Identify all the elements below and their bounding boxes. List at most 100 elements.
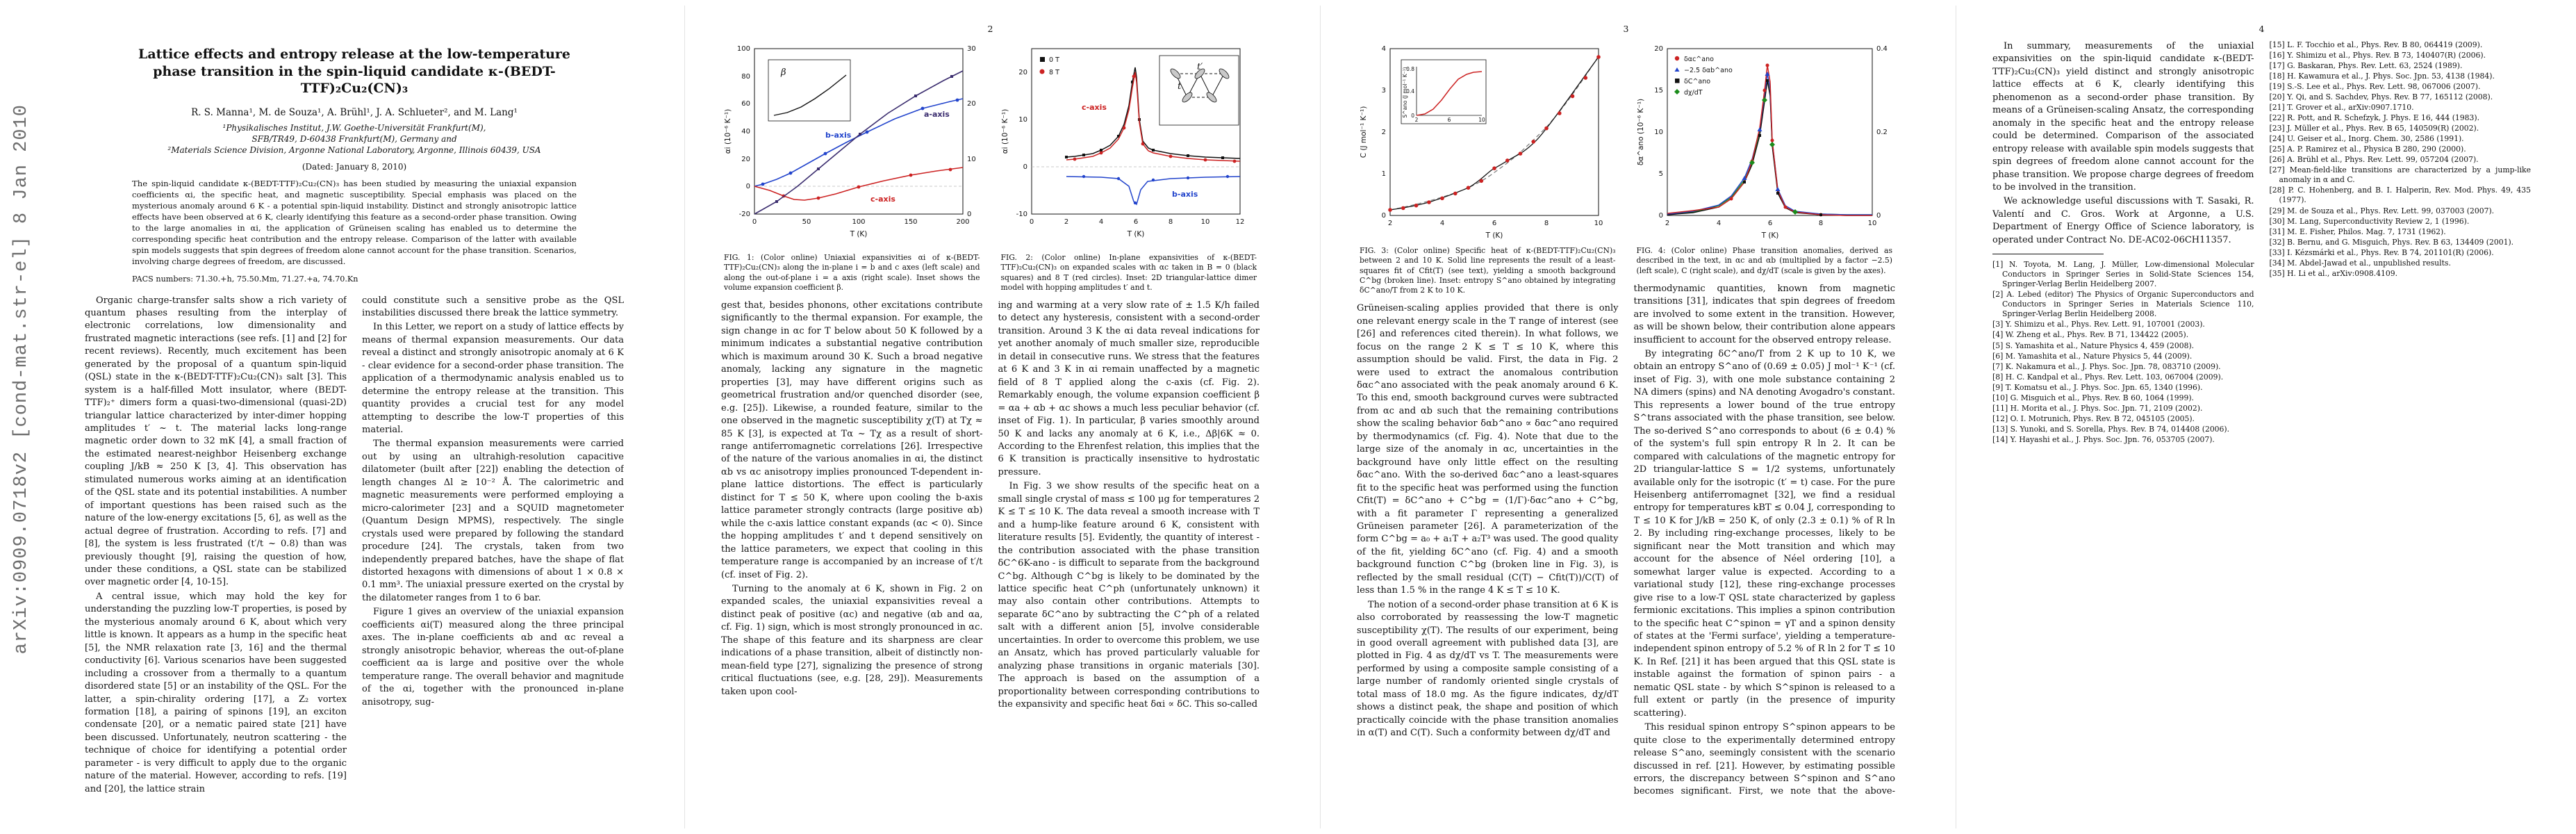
page4-column-2: [15] L. F. Tocchio et al., Phys. Rev. B …: [2270, 40, 2532, 799]
page-2: 2 -20 0 20 40 60 80 100 0: [684, 6, 1296, 828]
page3-column-2: 0 5 10 15 20 0 0.2 0.4 2 4 6 8: [1634, 40, 1896, 799]
reference-item: [14] Y. Hayashi et al., J. Phys. Soc. Jp…: [1992, 434, 2215, 444]
series-b-axis: [1066, 176, 1240, 206]
axis-tick: 10: [1200, 218, 1209, 226]
figure-1-caption: FIG. 1: (Color online) Uniaxial expansiv…: [724, 253, 980, 292]
deltaAlphaB-markers: [1742, 72, 1780, 191]
fig1-inset-volume-expansion: β: [768, 59, 851, 122]
inset-tick: 2: [1415, 117, 1419, 123]
axis-tick: 4: [1440, 220, 1444, 227]
paragraph: By integrating δC^ano/T from 2 K up to 1…: [1633, 349, 1896, 719]
series-deltaC: [1667, 80, 1872, 216]
figure-3-caption: FIG. 3: (Color online) Specific heat of …: [1360, 246, 1616, 295]
series-a-markers: [775, 75, 953, 203]
acknowledgments-paragraph: We acknowledge useful discussions with T…: [1992, 196, 2254, 245]
inset-tick: 0.4: [1406, 88, 1414, 95]
hopping-tprime-label: t′: [1197, 62, 1203, 72]
pacs-numbers: PACS numbers: 71.30.+h, 75.50.Mm, 71.27.…: [132, 274, 358, 284]
axis-tick: 20: [967, 100, 976, 108]
hopping-t-label: t: [1178, 81, 1182, 92]
figure-4: 0 5 10 15 20 0 0.2 0.4 2 4 6 8: [1634, 40, 1896, 276]
reference-item: [16] Y. Shimizu et al., Phys. Rev. B 73,…: [2269, 51, 2486, 60]
figure-4-caption: FIG. 4: (Color online) Phase transition …: [1636, 246, 1893, 275]
inset-beta-label: β: [780, 67, 786, 78]
affiliation-2: SFB/TR49, D-60438 Frankfurt(M), Germany …: [251, 134, 457, 145]
axis-tick: 10: [1654, 129, 1663, 136]
fig4-legend: δαc^ano −2.5 δαb^ano δC^ano dχ/dT: [1674, 56, 1733, 97]
x-axis-label: T (K): [1126, 230, 1144, 238]
reference-item: [10] G. Misguich et al., Phys. Rev. B 60…: [1992, 393, 2194, 402]
reference-item: [2] A. Lebed (editor) The Physics of Org…: [1992, 290, 2254, 319]
axis-tick: 5: [1658, 170, 1662, 178]
axis-tick: 2: [1064, 218, 1068, 226]
series-b-axis: [754, 98, 964, 187]
paragraph: Turning to the anomaly at 6 K, shown in …: [721, 583, 983, 697]
fig3-inset-entropy: 0 0.4 0.8 2 6 10 S^ano (J mol⁻¹ K⁻¹): [1401, 59, 1487, 124]
legend-item: dχ/dT: [1684, 89, 1703, 97]
abstract: The spin-liquid candidate κ-(BEDT-TTF)₂C…: [132, 178, 577, 266]
reference-item: [9] T. Komatsu et al., J. Phys. Soc. Jpn…: [1992, 382, 2203, 392]
axis-tick: 15: [1654, 87, 1663, 95]
page-number: 4: [2259, 24, 2265, 34]
y-axis-label: αi (10⁻⁶ K⁻¹): [1001, 109, 1009, 154]
x-axis-label: T (K): [1760, 231, 1778, 240]
left-y-axis-label: δα^ano (10⁻⁶ K⁻¹): [1637, 99, 1645, 165]
axis-tick: 0: [1029, 218, 1033, 226]
figure-3-plot: 0 1 2 3 4 2 4 6 8 10: [1360, 45, 1603, 240]
paper-title: Lattice effects and entropy release at t…: [138, 47, 571, 97]
axis-tick: 10: [967, 156, 976, 163]
axis-tick: 0: [1658, 212, 1662, 220]
x-axis-label: T (K): [1485, 231, 1503, 240]
page1-column-2: could constitute such a sensitive probe …: [362, 295, 624, 834]
paragraph: The notion of a second-order phase trans…: [1357, 599, 1619, 739]
inset-tick: 6: [1448, 117, 1451, 123]
axis-tick: 8: [1168, 218, 1172, 226]
paragraph: Organic charge-transfer salts show a ric…: [85, 295, 347, 588]
reference-item: [26] A. Brühl et al., Phys. Rev. Lett. 9…: [2269, 155, 2479, 165]
page-number: 3: [1623, 24, 1629, 34]
reference-item: [13] S. Yunoki, and S. Sorella, Phys. Re…: [1992, 424, 2230, 434]
deltaAlphaC-markers: [1729, 63, 1822, 217]
affiliation-3: ²Materials Science Division, Argonne Nat…: [167, 145, 541, 156]
axis-tick: 0: [1382, 212, 1386, 220]
figure-4-plot: 0 5 10 15 20 0 0.2 0.4 2 4 6 8: [1637, 45, 1888, 240]
reference-item: [32] B. Bernu, and G. Misguich, Phys. Re…: [2269, 237, 2514, 247]
axis-tick: -10: [1016, 211, 1027, 218]
axis-tick: 20: [741, 156, 750, 163]
paragraph: ing and warming at a very slow rate of ±…: [998, 300, 1260, 477]
a-axis-label: a-axis: [924, 110, 950, 119]
axis-tick: 0: [1023, 163, 1027, 171]
specific-heat-data: [1388, 55, 1601, 212]
axis-tick: 1: [1382, 170, 1386, 178]
axis-tick: 0.4: [1876, 45, 1888, 53]
figure-1: -20 0 20 40 60 80 100 0 10 20 30 0: [721, 40, 983, 293]
fig2-inset-lattice: t t′: [1159, 55, 1239, 126]
page-1: Lattice effects and entropy release at t…: [49, 6, 660, 828]
reference-item: [4] W. Zheng et al., Phys. Rev. B 71, 13…: [1992, 330, 2189, 340]
legend-item: δαc^ano: [1684, 56, 1714, 63]
legend-item: −2.5 δαb^ano: [1684, 67, 1733, 74]
inset-tick: 0: [1411, 113, 1414, 119]
b-axis-label: b-axis: [825, 131, 852, 140]
inset-tick: 10: [1478, 117, 1485, 123]
reference-item: [3] Y. Shimizu et al., Phys. Rev. Lett. …: [1992, 320, 2205, 329]
page4-column-1: In summary, measurements of the uniaxial…: [1992, 40, 2254, 799]
reference-item: [23] J. Müller et al., Phys. Rev. B 65, …: [2269, 124, 2479, 133]
page-3: 3 0 1 2 3 4 2 4 6 8: [1320, 6, 1931, 828]
axis-tick: 0: [967, 211, 971, 218]
author-list: R. S. Manna¹, M. de Souza¹, A. Brühl¹, J…: [191, 107, 518, 119]
axis-tick: 30: [967, 45, 976, 53]
axis-tick: 0: [1876, 212, 1881, 220]
dchidT-markers: [1749, 97, 1798, 215]
axis-tick: 2: [1665, 220, 1669, 227]
axis-tick: 100: [852, 218, 865, 226]
summary-paragraph: In summary, measurements of the uniaxial…: [1992, 41, 2254, 193]
paragraph: thermodynamic quantities, known from mag…: [1633, 283, 1896, 345]
reference-item: [12] O. I. Motrunich, Phys. Rev. B 72, 0…: [1992, 414, 2195, 423]
reference-item: [24] U. Geiser et al., Inorg. Chem. 30, …: [2269, 134, 2464, 144]
series-c-8T-markers: [1073, 74, 1236, 163]
axis-tick: 10: [1867, 220, 1876, 227]
axis-tick: 40: [741, 128, 750, 136]
axis-tick: 200: [956, 218, 969, 226]
